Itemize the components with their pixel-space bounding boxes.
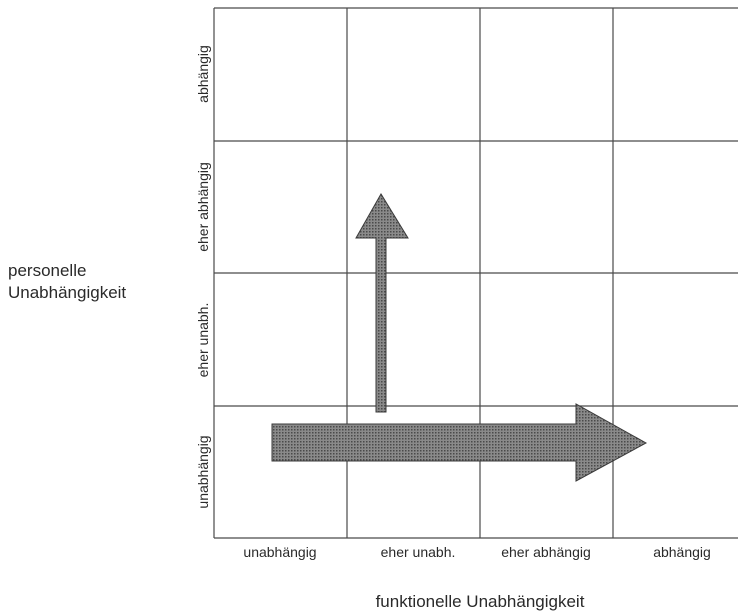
grid [213, 7, 738, 539]
y-axis-title: personelle Unabhängigkeit [8, 260, 126, 304]
col-label-unabhaengig: unabhängig [243, 544, 317, 560]
col-label-eher-unabh: eher unabh. [380, 544, 456, 560]
row-label-text: eher unabh. [195, 302, 211, 378]
row-label-text: eher abhängig [195, 162, 211, 252]
col-label-eher-abhaengig: eher abhängig [501, 544, 591, 560]
row-label-text: abhängig [195, 45, 211, 103]
y-axis-title-line1: personelle [8, 261, 87, 280]
arrow-up [355, 193, 409, 413]
y-axis-title-line2: Unabhängigkeit [8, 283, 127, 302]
x-axis-title: funktionelle Unabhängigkeit [375, 592, 585, 611]
arrow-right [271, 403, 648, 482]
col-label-abhaengig: abhängig [653, 544, 711, 560]
row-label-text: unabhängig [195, 435, 211, 509]
